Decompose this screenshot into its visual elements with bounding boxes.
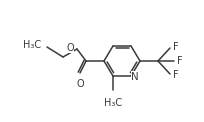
Text: F: F [173,42,179,52]
Text: O: O [76,79,84,89]
Text: H₃C: H₃C [104,98,122,108]
Text: O: O [66,43,74,53]
Text: N: N [131,72,139,82]
Text: F: F [177,56,183,66]
Text: H₃C: H₃C [23,40,41,50]
Text: F: F [173,70,179,80]
